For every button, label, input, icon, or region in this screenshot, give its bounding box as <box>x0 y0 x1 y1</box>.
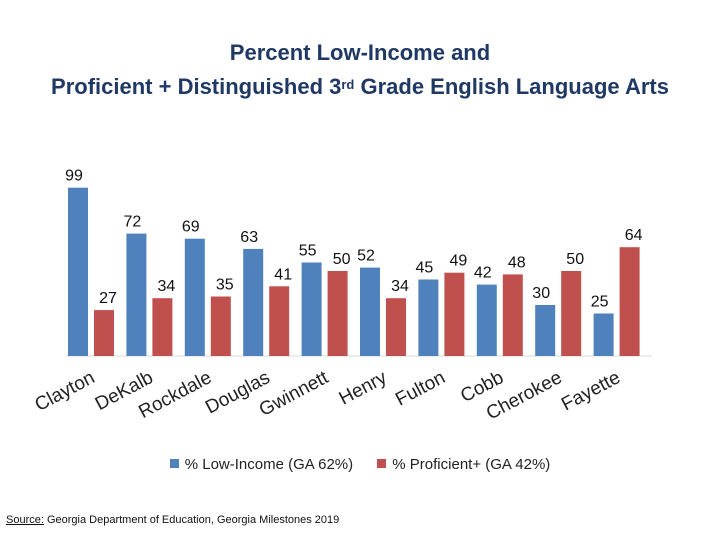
bar-proficient-gwinnett <box>327 271 348 356</box>
data-label-proficient-cherokee: 50 <box>566 251 584 268</box>
bar-proficient-fulton <box>444 272 465 356</box>
data-label-low-income-fulton: 45 <box>416 260 434 277</box>
data-label-low-income-douglas: 63 <box>240 229 258 246</box>
bar-proficient-rockdale <box>210 296 231 356</box>
bar-low-income-fayette <box>593 313 614 356</box>
legend-label-proficient: % Proficient+ (GA 42%) <box>392 456 551 473</box>
bar-proficient-douglas <box>269 286 290 356</box>
bar-proficient-cherokee <box>561 271 582 356</box>
chart-title-line1: Percent Low-Income and <box>229 40 491 65</box>
data-label-proficient-rockdale: 35 <box>216 277 234 294</box>
data-label-proficient-fulton: 49 <box>450 253 468 270</box>
legend-item-low-income: % Low-Income (GA 62%) <box>169 456 354 473</box>
bar-proficient-cobb <box>502 274 523 356</box>
data-label-low-income-clayton: 99 <box>65 168 83 185</box>
data-label-proficient-cobb: 48 <box>508 254 526 271</box>
legend-swatch-low-income <box>169 459 179 468</box>
legend-item-proficient: % Proficient+ (GA 42%) <box>377 456 550 473</box>
source-note: Source: Georgia Department of Education,… <box>6 514 339 526</box>
data-label-proficient-henry: 34 <box>391 278 409 295</box>
data-label-low-income-rockdale: 69 <box>182 219 200 236</box>
category-label-fayette: Fayette <box>558 367 624 415</box>
data-label-low-income-cobb: 42 <box>474 265 492 282</box>
chart-title-line2-pre: Proficient + Distinguished 3 <box>51 74 342 99</box>
data-label-proficient-gwinnett: 50 <box>333 251 351 268</box>
category-label-fulton: Fulton <box>392 367 448 410</box>
data-label-low-income-gwinnett: 55 <box>299 243 317 260</box>
source-label: Source: <box>6 514 44 526</box>
data-label-low-income-cherokee: 30 <box>532 285 550 302</box>
chart-title-line2-post: Grade English Language Arts <box>354 74 669 99</box>
bar-low-income-rockdale <box>184 238 205 356</box>
bar-low-income-henry <box>360 267 380 356</box>
data-label-proficient-fayette: 64 <box>625 227 643 244</box>
data-label-proficient-douglas: 41 <box>274 266 292 283</box>
chart-legend: % Low-Income (GA 62%) % Proficient+ (GA … <box>0 456 720 473</box>
chart-title-superscript: rd <box>341 77 355 92</box>
bar-low-income-clayton <box>68 187 88 356</box>
data-label-low-income-fayette: 25 <box>591 294 609 311</box>
category-label-clayton: Clayton <box>32 367 99 416</box>
category-label-henry: Henry <box>336 367 391 410</box>
bar-low-income-dekalb <box>126 233 147 356</box>
legend-swatch-proficient <box>377 459 387 468</box>
chart-title-line2: Proficient + Distinguished 3rd Grade Eng… <box>0 72 720 101</box>
data-label-proficient-dekalb: 34 <box>158 278 176 295</box>
legend-label-low-income: % Low-Income (GA 62%) <box>184 456 354 473</box>
data-label-low-income-henry: 52 <box>357 248 375 265</box>
bar-low-income-cherokee <box>535 305 556 356</box>
data-label-proficient-clayton: 27 <box>99 290 117 307</box>
bar-proficient-clayton <box>94 310 114 356</box>
bar-low-income-douglas <box>243 248 264 356</box>
bar-low-income-fulton <box>418 279 439 356</box>
bar-proficient-henry <box>386 298 406 356</box>
bar-low-income-gwinnett <box>301 262 322 356</box>
data-label-low-income-dekalb: 72 <box>124 214 142 231</box>
bar-low-income-cobb <box>476 284 497 356</box>
source-text: Georgia Department of Education, Georgia… <box>43 514 340 526</box>
bar-proficient-dekalb <box>152 298 173 356</box>
bar-proficient-fayette <box>619 247 640 356</box>
